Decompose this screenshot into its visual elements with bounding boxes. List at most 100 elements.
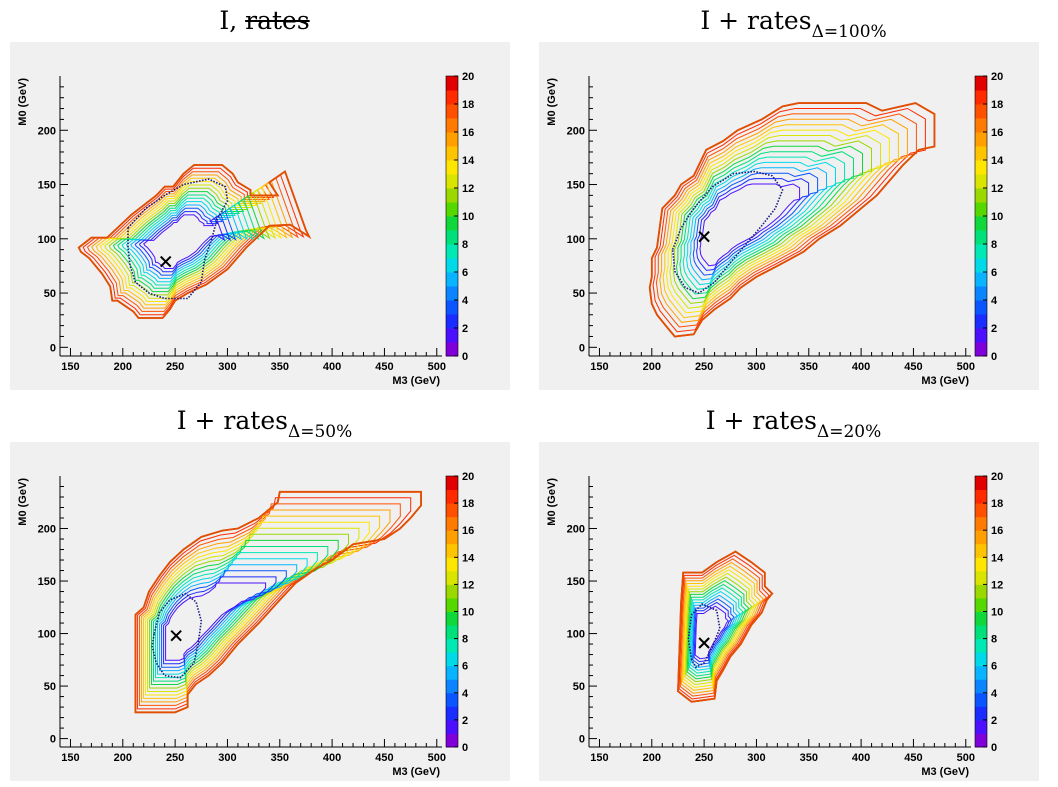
colorbar-tick-label: 4 <box>462 295 469 307</box>
plot-frame <box>10 42 510 390</box>
y-tick-label: 200 <box>38 524 56 536</box>
y-tick-label: 100 <box>38 629 56 641</box>
y-axis-label: M0 (GeV) <box>17 478 29 526</box>
x-tick-label: 150 <box>590 752 608 764</box>
contour-line <box>161 570 287 668</box>
contour-line <box>669 134 881 309</box>
colorbar-segment <box>446 286 458 301</box>
colorbar-segment <box>446 90 458 105</box>
contour-line <box>682 156 845 290</box>
colorbar-segment <box>446 638 458 653</box>
contour-line <box>686 580 750 680</box>
colorbar-segment <box>975 733 987 748</box>
contour-line <box>151 539 339 685</box>
colorbar-segment <box>975 584 987 599</box>
colorbar-tick-label: 6 <box>991 267 997 279</box>
x-tick-label: 200 <box>643 361 661 373</box>
colorbar-tick-label: 12 <box>462 579 474 591</box>
y-tick-label: 0 <box>579 342 585 354</box>
title-subscript: Δ=50% <box>287 422 353 442</box>
colorbar-segment <box>446 188 458 203</box>
y-tick-label: 150 <box>38 180 56 192</box>
contour-line <box>687 583 747 677</box>
contour-line <box>672 140 872 304</box>
colorbar-segment <box>446 230 458 245</box>
colorbar-tick-label: 0 <box>991 742 997 754</box>
y-tick-label: 150 <box>567 180 585 192</box>
contour-line <box>691 594 738 668</box>
colorbar-segment <box>975 638 987 653</box>
contour-line <box>130 204 243 279</box>
contour-line <box>138 211 232 273</box>
x-tick-label: 450 <box>904 361 922 373</box>
colorbar-segment <box>975 625 987 640</box>
colorbar-segment <box>446 652 458 667</box>
colorbar-tick-label: 6 <box>991 661 997 673</box>
colorbar-segment <box>446 118 458 133</box>
contour-line <box>99 181 283 302</box>
contour-line <box>86 171 300 312</box>
colorbar-segment <box>446 174 458 189</box>
colorbar-tick-label: 20 <box>991 471 1003 483</box>
contour-line <box>682 565 762 691</box>
contour-boundary <box>648 102 936 338</box>
contour-line <box>125 201 249 283</box>
colorbar-segment <box>446 342 458 357</box>
contour-line <box>157 558 308 675</box>
contour-line <box>689 167 827 281</box>
x-axis-label: M3 (GeV) <box>921 766 969 778</box>
colorbar-tick-label: 0 <box>991 351 997 363</box>
colorbar-tick-label: 12 <box>462 183 474 195</box>
colorbar-tick-label: 0 <box>462 742 468 754</box>
colorbar-segment <box>975 90 987 105</box>
contour-line <box>117 194 260 289</box>
colorbar-tick-label: 14 <box>991 552 1004 564</box>
colorbar-tick-label: 16 <box>991 525 1003 537</box>
colorbar-tick-label: 10 <box>991 211 1003 223</box>
colorbar-segment <box>446 530 458 545</box>
colorbar-tick-label: 8 <box>462 239 468 251</box>
colorbar-tick-label: 14 <box>462 552 475 564</box>
contour-line <box>696 178 810 271</box>
y-axis-label: M0 (GeV) <box>17 78 29 126</box>
contour-line <box>95 177 288 306</box>
contour-line <box>685 576 753 683</box>
colorbar-segment <box>446 679 458 694</box>
x-tick-label: 500 <box>428 361 446 373</box>
contour-line <box>144 521 370 696</box>
contour-line <box>91 174 294 309</box>
colorbar-segment <box>975 530 987 545</box>
contour-line <box>675 145 863 300</box>
y-tick-label: 50 <box>573 288 585 300</box>
colorbar-segment <box>975 258 987 273</box>
colorbar-segment <box>975 286 987 301</box>
contour-line <box>121 197 254 286</box>
colorbar-tick-label: 2 <box>991 715 997 727</box>
colorbar-segment <box>446 76 458 91</box>
contour-line <box>679 558 767 697</box>
y-tick-label: 0 <box>579 734 585 746</box>
contour-line <box>104 184 277 299</box>
x-tick-label: 150 <box>61 752 79 764</box>
x-axis-label: M3 (GeV) <box>921 375 969 387</box>
y-tick-label: 100 <box>567 629 585 641</box>
best-fit-marker <box>698 230 710 243</box>
y-tick-label: 150 <box>567 576 585 588</box>
colorbar-tick-label: 2 <box>991 323 997 335</box>
colorbar-segment <box>446 258 458 273</box>
x-tick-label: 200 <box>114 361 132 373</box>
colorbar-tick-label: 18 <box>462 99 474 111</box>
x-tick-label: 300 <box>218 361 236 373</box>
contour-line <box>136 497 412 710</box>
colorbar-segment <box>975 230 987 245</box>
colorbar-segment <box>975 706 987 721</box>
colorbar-tick-label: 8 <box>991 239 997 251</box>
colorbar-segment <box>446 328 458 343</box>
x-axis-label: M3 (GeV) <box>392 766 440 778</box>
colorbar-tick-label: 20 <box>991 71 1003 83</box>
colorbar-segment <box>446 557 458 572</box>
colorbar-tick-label: 20 <box>462 71 474 83</box>
colorbar-segment <box>975 476 987 491</box>
x-tick-label: 400 <box>323 752 341 764</box>
best-fit-marker <box>698 637 710 649</box>
